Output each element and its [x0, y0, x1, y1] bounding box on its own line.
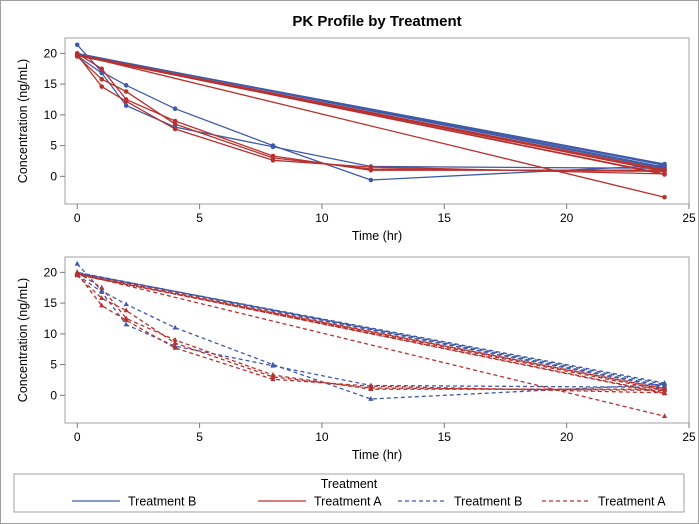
data-point — [661, 413, 668, 419]
data-point — [123, 83, 129, 88]
x-tick-label: 0 — [74, 211, 81, 225]
x-tick-label: 0 — [74, 430, 81, 444]
data-point — [99, 66, 105, 72]
x-tick-label: 20 — [560, 211, 574, 225]
data-point — [661, 380, 668, 385]
data-point — [99, 84, 105, 89]
x-tick-label: 15 — [438, 211, 452, 225]
data-point — [368, 166, 374, 172]
data-point — [123, 89, 129, 94]
data-point — [99, 295, 105, 300]
data-point — [99, 302, 105, 308]
data-point — [99, 70, 105, 76]
y-tick-label: 5 — [50, 139, 57, 153]
plot-area — [64, 37, 690, 205]
data-point — [368, 177, 374, 183]
data-point — [172, 106, 178, 112]
y-tick-label: 10 — [44, 108, 58, 122]
x-tick-label: 10 — [315, 211, 329, 225]
data-point — [123, 307, 129, 313]
data-point — [661, 383, 668, 388]
data-point — [172, 337, 178, 342]
x-tick-label: 5 — [196, 430, 203, 444]
y-axis-label: Concentration (ng/mL) — [16, 278, 30, 402]
data-point — [123, 317, 129, 323]
data-point — [74, 271, 80, 277]
data-point — [123, 99, 129, 104]
data-point — [368, 384, 374, 390]
y-tick-label: 15 — [44, 77, 58, 91]
x-tick-label: 20 — [560, 430, 574, 444]
data-point — [74, 260, 80, 266]
chart-title: PK Profile by Treatment — [292, 13, 461, 30]
data-point — [99, 76, 105, 82]
x-tick-label: 10 — [315, 430, 329, 444]
series-group — [74, 260, 668, 419]
plot-area — [64, 256, 690, 424]
legend-label: Treatment B — [128, 495, 196, 509]
data-point — [270, 362, 276, 368]
legend-title: Treatment — [321, 477, 378, 491]
x-tick-label: 5 — [196, 211, 203, 225]
data-point — [99, 284, 105, 290]
data-point — [172, 324, 178, 330]
data-point — [123, 301, 129, 307]
data-point — [662, 194, 667, 200]
legend-label: Treatment A — [598, 495, 666, 509]
legend-label: Treatment B — [454, 495, 522, 509]
y-tick-label: 20 — [44, 265, 58, 279]
data-point — [172, 344, 178, 350]
series-group — [74, 42, 667, 200]
x-tick-label: 25 — [682, 211, 696, 225]
data-point — [99, 289, 105, 294]
panel-1: 0 5 10 15 20 25 0 5 10 15 20 Time (hr) Concentration… — [16, 37, 696, 243]
data-point — [270, 155, 276, 161]
y-tick-label: 0 — [50, 388, 57, 402]
x-axis-label: Time (hr) — [352, 448, 402, 462]
data-point — [74, 53, 80, 59]
data-point — [270, 376, 276, 382]
data-point — [123, 103, 129, 108]
data-point — [368, 396, 374, 401]
legend-label: Treatment A — [314, 495, 382, 509]
series-line-1 — [76, 263, 666, 400]
x-tick-label: 15 — [438, 430, 452, 444]
panel-2: 0 5 10 15 20 25 0 5 10 15 20 Time (hr) Concentration… — [16, 256, 696, 462]
y-axis-label: Concentration (ng/mL) — [16, 59, 30, 183]
data-point — [270, 373, 276, 379]
panels-layer: 0 5 10 15 20 25 0 5 10 15 20 Time (hr) Concentration… — [16, 37, 696, 462]
y-tick-label: 5 — [50, 358, 57, 372]
data-point — [123, 321, 129, 327]
data-point — [661, 385, 668, 391]
data-point — [662, 167, 667, 172]
data-point — [270, 144, 276, 150]
y-tick-label: 20 — [44, 46, 58, 60]
y-tick-label: 10 — [44, 327, 58, 341]
data-point — [661, 390, 668, 396]
data-point — [172, 121, 178, 127]
series-line-5 — [76, 274, 666, 392]
data-point — [172, 126, 178, 132]
y-tick-label: 15 — [44, 296, 58, 310]
data-point — [172, 340, 178, 345]
legend-box — [13, 473, 685, 513]
y-tick-label: 0 — [50, 169, 57, 183]
data-point — [74, 42, 80, 48]
legend: Treatment Treatment B Treatment A Treatmen… — [13, 473, 685, 513]
x-tick-label: 25 — [682, 430, 696, 444]
x-axis-label: Time (hr) — [352, 229, 402, 243]
